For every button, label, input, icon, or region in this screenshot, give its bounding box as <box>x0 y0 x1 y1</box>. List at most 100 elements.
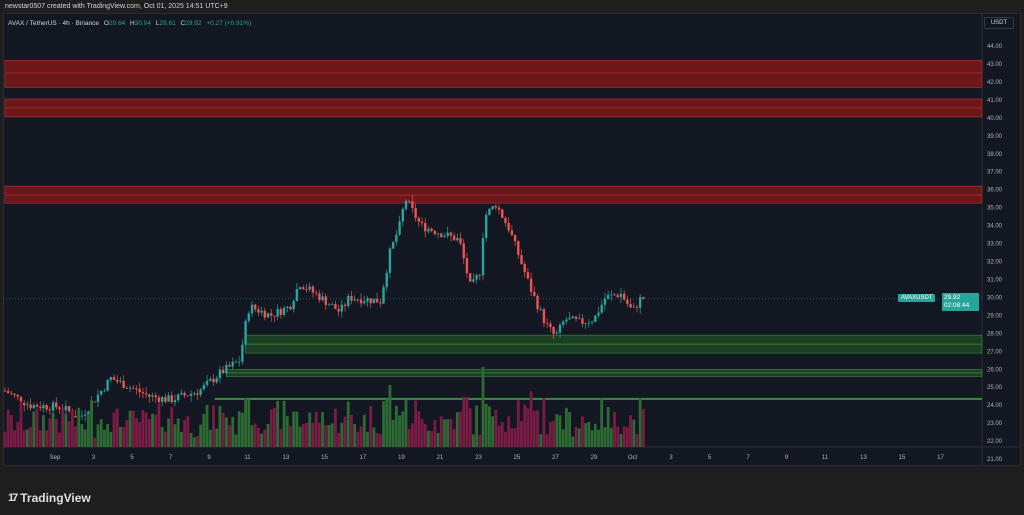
volume-bar <box>597 429 600 447</box>
volume-bar <box>170 407 174 447</box>
volume-bar <box>523 404 527 447</box>
volume-bar <box>285 416 289 447</box>
volume-bar <box>103 429 106 447</box>
candle-body <box>420 221 424 224</box>
price-tick: 28.00 <box>987 331 1003 337</box>
candle-body <box>23 402 26 406</box>
candle-body <box>581 318 584 324</box>
volume-bar <box>208 429 212 447</box>
volume-bar <box>196 436 199 447</box>
candle-body <box>494 206 498 208</box>
volume-bar <box>417 411 421 447</box>
candle-body <box>29 404 32 409</box>
volume-bar <box>446 419 450 447</box>
candle-body <box>507 222 510 231</box>
currency-unit-button[interactable]: USDT <box>984 17 1014 29</box>
volume-bar <box>93 437 97 447</box>
candle-body <box>228 364 231 367</box>
volume-bar <box>452 428 456 447</box>
candle-body <box>334 304 337 309</box>
candle-body <box>209 378 212 381</box>
volume-bar <box>112 412 116 447</box>
volume-bar <box>394 405 398 447</box>
price-tick: 43.00 <box>987 62 1003 68</box>
candle-body <box>340 304 344 312</box>
volume-bar <box>587 421 591 447</box>
volume-bar <box>491 416 495 447</box>
candle-body <box>610 294 613 296</box>
volume-bar <box>581 416 584 447</box>
volume-bar <box>622 426 626 447</box>
candle-body <box>565 319 568 322</box>
candle-body <box>318 293 321 301</box>
volume-bar <box>42 415 45 447</box>
time-tick: 17 <box>937 455 944 461</box>
volume-bar <box>26 429 29 447</box>
candle-body <box>282 307 286 315</box>
volume-bar <box>83 429 87 447</box>
volume-bar <box>86 413 90 447</box>
volume-bar <box>6 409 10 447</box>
candle-body <box>488 208 491 215</box>
volume-bar <box>465 396 469 447</box>
volume-bar <box>359 426 363 447</box>
time-tick: 7 <box>746 455 750 461</box>
candle-body <box>305 289 308 290</box>
candle-body <box>244 320 247 345</box>
price-tick: 42.00 <box>987 80 1003 86</box>
time-tick: 27 <box>552 455 559 461</box>
price-tick: 36.00 <box>987 188 1003 194</box>
candle-body <box>513 234 517 242</box>
time-tick: 29 <box>591 455 598 461</box>
candle-body <box>347 296 350 306</box>
price-tick: 21.00 <box>987 457 1003 463</box>
candle-body <box>26 404 29 406</box>
candle-body <box>164 396 167 402</box>
volume-bar <box>545 434 549 447</box>
candle-body <box>517 241 520 256</box>
candle-body <box>151 395 154 397</box>
volume-bar <box>532 410 536 447</box>
candle-body <box>350 296 353 301</box>
volume-bar <box>180 431 183 447</box>
candle-body <box>497 207 501 210</box>
candle-body <box>100 390 103 395</box>
volume-bar <box>574 426 578 447</box>
candle-body <box>295 289 299 302</box>
candle-body <box>375 298 379 303</box>
volume-bar <box>353 423 357 447</box>
candle-body <box>433 230 437 235</box>
volume-bar <box>625 427 629 447</box>
volume-bar <box>22 430 26 447</box>
volume-bar <box>122 426 126 447</box>
volume-bar <box>475 405 478 447</box>
candle-body <box>478 275 481 276</box>
volume-bar <box>468 408 472 447</box>
volume-bar <box>346 401 350 447</box>
volume-bar <box>478 434 482 447</box>
volume-bar <box>263 429 267 447</box>
volume-bar <box>330 423 334 447</box>
candle-body <box>353 299 356 301</box>
volume-bar <box>141 409 145 447</box>
symbol-title[interactable]: AVAX / TetherUS · 4h · Binance <box>8 20 100 27</box>
tradingview-logo[interactable]: 17 TradingView <box>8 491 91 505</box>
price-tick: 39.00 <box>987 134 1003 140</box>
volume-bar <box>565 407 568 447</box>
candle-body <box>449 232 453 236</box>
volume-bar <box>571 436 575 447</box>
volume-bar <box>513 428 517 447</box>
volume-bar <box>186 416 190 447</box>
volume-bar <box>298 426 302 447</box>
candlestick-chart[interactable]: 44.00 43.00 42.00 41.00 40.00 39.00 38.00 37.00… <box>3 13 1021 466</box>
open-value: 29.64 <box>108 20 126 27</box>
volume-bar <box>484 403 488 447</box>
volume-bar <box>327 425 331 447</box>
volume-bar <box>362 414 366 447</box>
volume-bar <box>356 431 360 447</box>
volume-bar <box>38 430 42 447</box>
volume-bar <box>257 427 260 447</box>
time-tick: 3 <box>92 455 96 461</box>
candle-body <box>13 393 16 395</box>
volume-bar <box>231 416 235 447</box>
